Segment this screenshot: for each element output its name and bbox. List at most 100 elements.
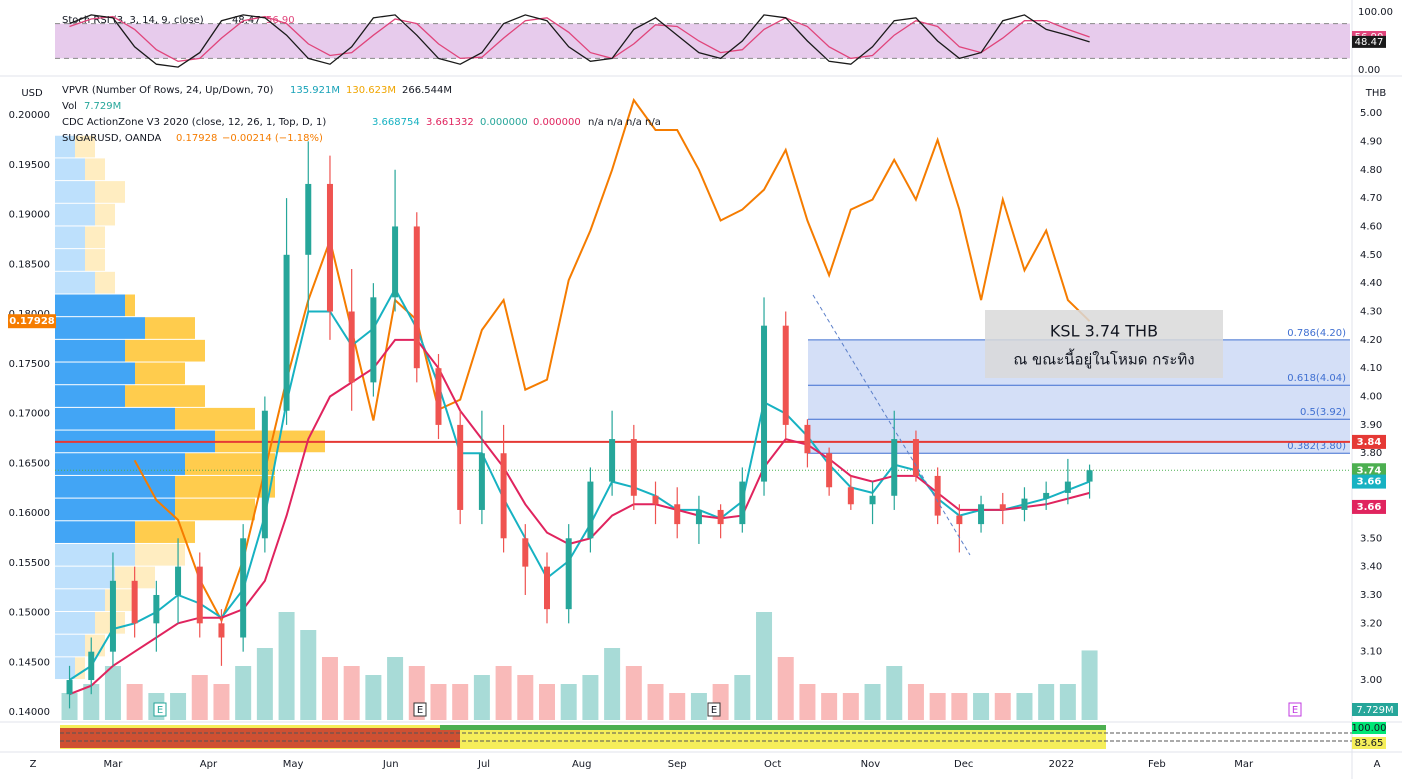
vpvr-up xyxy=(55,339,125,362)
y2-tick-label: 4.60 xyxy=(1360,221,1382,232)
price-label: 3.74 xyxy=(1357,465,1382,476)
vpvr-up xyxy=(55,249,85,271)
volume-bar xyxy=(842,693,859,720)
y2-tick-label: 4.30 xyxy=(1360,307,1382,318)
vpvr-down xyxy=(145,317,195,339)
y-tick-label: 0.19500 xyxy=(9,160,50,171)
volume-bar xyxy=(452,684,469,720)
cdc-panel: 100.00 83.65 xyxy=(60,722,1387,749)
stoch-price-bg xyxy=(1352,35,1386,48)
y-tick-label: 0.15500 xyxy=(9,558,50,569)
candle-body xyxy=(999,504,1006,510)
legend-cdc-value: 0.000000 xyxy=(480,117,528,128)
volume-bar xyxy=(430,684,447,720)
candle-body xyxy=(478,453,485,510)
price-label: 0.17928 xyxy=(9,316,55,327)
legend-sugar-last: 0.17928 xyxy=(176,133,217,144)
stoch-d-legend: 56.90 xyxy=(266,15,295,26)
candle-body xyxy=(261,410,268,539)
vpvr-down xyxy=(85,226,105,249)
vpvr-up xyxy=(55,498,175,521)
volume-bar xyxy=(1038,684,1055,720)
candle-body xyxy=(609,439,616,482)
volume-bar xyxy=(387,657,404,720)
volume-bar xyxy=(1059,684,1076,720)
x-tick-label: Mar xyxy=(104,759,124,770)
y2-tick-label: 3.50 xyxy=(1360,533,1382,544)
candle-body xyxy=(804,424,811,454)
candle-body xyxy=(782,325,789,425)
vpvr-down xyxy=(175,407,255,430)
price-label-bg xyxy=(1352,434,1386,449)
legend-cdc-value: 3.668754 xyxy=(372,117,420,128)
candle-body xyxy=(1086,470,1093,482)
stoch-line xyxy=(69,14,1090,68)
volume-bar xyxy=(1081,650,1098,720)
volume-bar xyxy=(647,684,664,720)
candle-body xyxy=(869,495,876,505)
vpvr-up xyxy=(55,203,95,226)
legend-cdc-value: n/a n/a n/a n/a xyxy=(588,117,661,128)
y2-tick-label: 3.20 xyxy=(1360,618,1382,629)
y2-tick-label: 3.90 xyxy=(1360,420,1382,431)
volume-bar xyxy=(690,693,707,720)
legend-vol-value: 7.729M xyxy=(84,101,121,112)
candle-body xyxy=(457,424,464,510)
volume-bar xyxy=(756,612,773,720)
y2-tick-label: 4.50 xyxy=(1360,250,1382,261)
vpvr-down xyxy=(125,339,205,362)
candle-body xyxy=(587,481,594,539)
annotation: KSL 3.74 THB ณ ขณะนี้อยู่ในโหมด กระทิง xyxy=(985,310,1223,378)
trend-line xyxy=(812,294,971,556)
vpvr-down xyxy=(95,181,125,203)
y2-tick-label: 3.40 xyxy=(1360,562,1382,573)
y2-tick-label: 4.70 xyxy=(1360,193,1382,204)
vpvr-up xyxy=(55,385,125,407)
y-tick-label: 0.17000 xyxy=(9,409,50,420)
vpvr-up xyxy=(55,611,95,634)
event-icon xyxy=(413,702,427,717)
vpvr-up xyxy=(55,271,95,294)
volume-bar xyxy=(517,675,534,720)
volume-bar xyxy=(495,666,512,720)
y2-tick-label: 4.80 xyxy=(1360,165,1382,176)
vpvr-down xyxy=(95,203,115,226)
y-tick-label: 0.18500 xyxy=(9,259,50,270)
volume-bar xyxy=(907,684,924,720)
corner-label: Z xyxy=(30,759,37,770)
candle-body xyxy=(66,680,73,695)
volume-bar xyxy=(126,684,143,720)
fib-label: 0.5(3.92) xyxy=(1300,407,1346,418)
vpvr-down xyxy=(75,657,85,680)
event-icon xyxy=(153,702,167,717)
vpvr-up xyxy=(55,566,115,589)
y-tick-label: 0.16500 xyxy=(9,458,50,469)
x-tick-label: Feb xyxy=(1148,759,1166,770)
volume-bar xyxy=(929,693,946,720)
candle-body xyxy=(1064,481,1071,493)
x-tick-label: Sep xyxy=(668,759,687,770)
stoch-title: Stoch RSI (3, 3, 14, 9, close) xyxy=(62,15,204,26)
vpvr-down xyxy=(95,271,115,294)
candle-body xyxy=(88,651,95,681)
volume-bar xyxy=(321,657,338,720)
cdc-label: 83.65 xyxy=(1355,738,1384,749)
candle-body xyxy=(826,453,833,488)
legend-vpvr: VPVR (Number Of Rows, 24, Up/Down, 70) xyxy=(62,85,274,96)
legend: VPVR (Number Of Rows, 24, Up/Down, 70) 1… xyxy=(62,85,661,144)
vpvr-up xyxy=(55,362,135,385)
volume-bar xyxy=(365,675,382,720)
y-axis-label: USD xyxy=(21,88,43,99)
y2-tick-label: 3.00 xyxy=(1360,675,1382,686)
price-label-bg xyxy=(1352,474,1386,489)
vpvr-up xyxy=(55,475,175,498)
price-label: 3.84 xyxy=(1357,437,1382,448)
stoch-tick-label: 100.00 xyxy=(1358,7,1393,18)
candle-body xyxy=(695,509,702,525)
vpvr-down xyxy=(125,294,135,317)
vpvr-up xyxy=(55,657,75,680)
volume-bar xyxy=(191,675,208,720)
y-tick-label: 0.20000 xyxy=(9,110,50,121)
volume-bar xyxy=(777,657,794,720)
y-tick-label: 0.16000 xyxy=(9,508,50,519)
